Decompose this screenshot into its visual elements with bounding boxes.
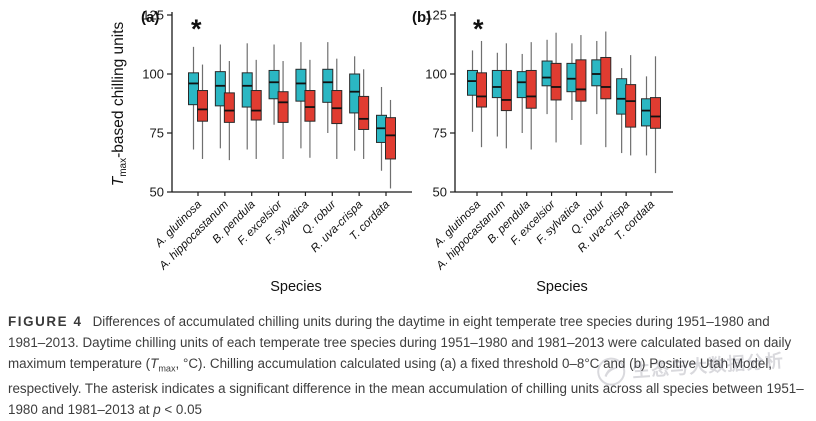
y-tick-label: 50: [433, 185, 447, 200]
box-red: [358, 95, 370, 130]
y-axis-title: Tmax-based chilling units: [110, 22, 129, 187]
box-teal: [188, 72, 199, 106]
y-tick-label: 125: [425, 8, 447, 23]
box-teal: [268, 69, 280, 100]
box-red: [625, 84, 637, 128]
caption-p-value: < 0.05: [160, 401, 202, 417]
significance-asterisk: *: [473, 14, 484, 44]
y-tick-label: 100: [142, 67, 164, 82]
box-red: [650, 97, 661, 129]
y-tick-label: 100: [425, 67, 447, 82]
y-tick-label: 75: [150, 126, 164, 141]
box-teal: [295, 68, 307, 102]
box-red: [550, 62, 562, 101]
box-red: [476, 72, 487, 108]
box-teal: [214, 71, 226, 107]
box-red: [600, 56, 612, 100]
caption-body-1: Differences of accumulated chilling unit…: [8, 314, 792, 371]
x-axis-title: Species: [536, 279, 588, 295]
box-red: [197, 90, 208, 122]
box-red: [575, 59, 587, 102]
y-tick-label: 125: [142, 8, 164, 23]
box-red: [331, 90, 343, 125]
box-red: [277, 91, 289, 123]
box-red: [385, 117, 396, 160]
figure-caption: FIGURE 4 Differences of accumulated chill…: [8, 312, 810, 421]
caption-tmax-subscript: max: [158, 363, 176, 374]
panel-label: (b): [412, 9, 431, 26]
box-teal: [241, 72, 253, 108]
caption-tmax-symbol: T: [150, 355, 159, 371]
box-red: [304, 90, 316, 122]
box-red: [525, 69, 537, 109]
figure-label: FIGURE 4: [8, 314, 83, 329]
y-tick-label: 75: [433, 126, 447, 141]
significance-asterisk: *: [191, 14, 202, 44]
box-teal: [322, 68, 334, 103]
box-teal: [349, 73, 361, 114]
y-tick-label: 50: [150, 185, 164, 200]
panel-label: (a): [141, 9, 159, 26]
x-axis-title: Species: [270, 279, 322, 295]
caption-p-symbol: p: [153, 401, 161, 417]
box-red: [500, 69, 512, 112]
box-red: [223, 92, 235, 123]
box-red: [250, 90, 262, 121]
